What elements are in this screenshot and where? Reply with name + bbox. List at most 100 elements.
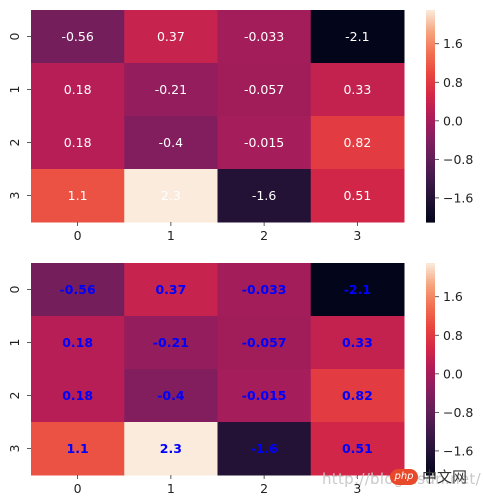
heatmap-cell-r3-c1	[124, 422, 218, 476]
y-tick-label-2: 2	[7, 139, 22, 147]
colorbar-strip	[426, 424, 435, 428]
colorbar-strip	[426, 294, 435, 299]
colorbar-strip	[426, 416, 435, 420]
colorbar-strip	[426, 176, 435, 181]
colorbar-strip	[426, 47, 435, 51]
heatmap-cell-r3-c0	[31, 169, 125, 223]
cell-label-r2-c2: -0.015	[242, 388, 287, 403]
colorbar-strip	[426, 268, 435, 272]
colorbar-strip	[426, 355, 435, 359]
colorbar-strip	[426, 161, 435, 165]
colorbar-strip	[426, 36, 435, 40]
colorbar-strip	[426, 376, 435, 381]
colorbar-strip	[426, 55, 435, 59]
colorbar-strip	[426, 305, 435, 309]
colorbar-strip	[426, 281, 435, 285]
colorbar-strip	[426, 331, 435, 336]
colorbar-strip	[426, 392, 435, 397]
colorbar-strip	[426, 134, 435, 138]
colorbar-strip	[426, 408, 435, 412]
colorbar-strip	[426, 158, 435, 162]
colorbar-strip	[426, 68, 435, 72]
colorbar-strip	[426, 276, 435, 280]
colorbar-strip	[426, 214, 435, 218]
heatmap-cell-r1-c0	[31, 63, 125, 117]
colorbar-strip	[426, 398, 435, 402]
cell-label-r1-c3: 0.33	[343, 82, 371, 97]
y-tick-label-3: 3	[7, 192, 22, 200]
colorbar-strip	[426, 129, 435, 133]
heatmap-panel-0: -0.56 0.37 -0.033 -2.1 0.18 -0.21 -0.057 0.33 0.…	[7, 10, 473, 243]
heatmap-cell-r1-c3	[310, 316, 405, 370]
colorbar-strip	[426, 139, 435, 144]
colorbar-strip	[426, 432, 435, 436]
colorbar-tick-label-3: −0.8	[443, 405, 473, 420]
colorbar-strip	[426, 153, 435, 157]
colorbar-strip	[426, 289, 435, 293]
colorbar-tick-label-4: −1.6	[443, 443, 473, 458]
colorbar-strip	[426, 184, 435, 189]
colorbar-strip	[426, 263, 435, 267]
colorbar-strip	[426, 211, 435, 215]
colorbar-strip	[426, 28, 435, 32]
cell-label-r0-c1: 0.37	[155, 282, 186, 297]
colorbar-strip	[426, 326, 435, 330]
x-tick-label-2: 2	[260, 228, 268, 243]
colorbar-strip	[426, 464, 435, 468]
colorbar-tick-label-3: −0.8	[443, 152, 473, 167]
colorbar-strip	[426, 419, 435, 423]
heatmap-cell-r3-c2	[217, 422, 312, 476]
y-tick-label-1: 1	[7, 86, 22, 94]
colorbar-strip	[426, 347, 435, 352]
colorbar-strip	[426, 337, 435, 341]
cell-label-r3-c0: 1.1	[68, 188, 88, 203]
colorbar-strip	[426, 84, 435, 88]
heatmap-cell-r2-c0	[31, 116, 125, 170]
colorbar-strip	[426, 190, 435, 194]
colorbar-strip	[426, 270, 435, 275]
cell-label-r0-c3: -2.1	[345, 29, 369, 44]
y-tick-label-2: 2	[7, 392, 22, 400]
colorbar-strip	[426, 313, 435, 317]
colorbar-strip	[426, 150, 435, 154]
colorbar-strip	[426, 52, 435, 56]
colorbar-strip	[426, 102, 435, 106]
heatmap-cell-r0-c0	[31, 10, 125, 64]
colorbar-strip	[426, 345, 435, 349]
colorbar-strip	[426, 105, 435, 109]
cell-label-r1-c3: 0.33	[342, 335, 373, 350]
colorbar-strip	[426, 142, 435, 146]
colorbar-strip	[426, 265, 435, 269]
colorbar-strip	[426, 15, 435, 19]
heatmap-cell-r1-c1	[124, 63, 218, 117]
heatmap-cell-r2-c3	[310, 369, 405, 423]
x-tick-label-2: 2	[260, 481, 268, 496]
php-logo-icon: php	[390, 468, 418, 485]
colorbar-strip	[426, 206, 435, 210]
y-tick-label-3: 3	[7, 445, 22, 453]
colorbar-strip	[426, 110, 435, 114]
cell-label-r0-c0: -0.56	[61, 29, 93, 44]
colorbar-strip	[426, 414, 435, 418]
colorbar-strip	[426, 39, 435, 43]
y-tick-label-1: 1	[7, 339, 22, 347]
colorbar-strip	[426, 435, 435, 439]
brand-name: 中文网	[422, 468, 468, 486]
cell-label-r3-c1: 2.3	[161, 188, 181, 203]
colorbar-strip	[426, 384, 435, 389]
colorbar-strip	[426, 187, 435, 191]
colorbar-strip	[426, 310, 435, 314]
colorbar-strip	[426, 179, 435, 183]
heatmap-cell-r0-c0	[31, 263, 125, 317]
colorbar-strip	[426, 390, 435, 394]
colorbar-strip	[426, 78, 435, 83]
colorbar-strip	[426, 121, 435, 125]
colorbar-strip	[426, 10, 435, 14]
cell-label-r0-c2: -0.033	[242, 282, 287, 297]
colorbar-strip	[426, 92, 435, 96]
heatmap-cell-r0-c2	[217, 263, 312, 317]
colorbar-strip	[426, 451, 435, 455]
heatmap-cell-r2-c2	[217, 369, 312, 423]
cell-label-r3-c1: 2.3	[160, 441, 182, 456]
heatmap-panel-1: -0.56 0.37 -0.033 -2.1 0.18 -0.21 -0.057 0.33 0.…	[7, 263, 473, 496]
